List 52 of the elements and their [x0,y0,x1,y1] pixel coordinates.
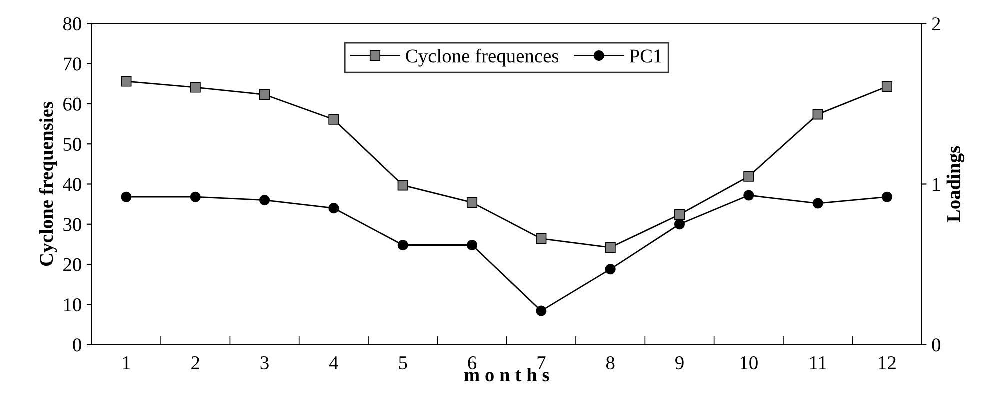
y2-tick-label: 1 [933,178,940,191]
point [121,192,132,202]
y2-axis-title: Loadings [946,146,965,222]
point [812,109,824,120]
x-tick-label: 7 [538,356,546,370]
point [190,82,201,93]
point [812,198,824,209]
x-tick-label: 3 [260,356,269,370]
point [605,264,616,275]
y-tick-label: 30 [64,218,82,232]
y-tick-label: 10 [64,298,82,312]
point [328,114,340,125]
x-tick-label: 8 [606,356,615,370]
legend-label: PC1 [630,50,662,63]
point [466,197,478,208]
y-tick-label: 40 [63,178,82,192]
y-tick-label: 70 [64,58,82,71]
y-tick-label: 20 [64,258,82,272]
legend-label: Cyclone frequences [406,48,559,67]
point [882,81,893,92]
x-tick-label: 1 [123,356,130,370]
x-tick-label: 2 [192,356,200,370]
point [260,89,270,100]
point [398,180,408,191]
point [605,242,616,253]
x-tick-label: 12 [879,356,896,370]
y2-tick-label: 2 [932,18,940,30]
y-axis-title: Cyclone frequensies [39,102,58,266]
point [466,240,478,251]
point [882,192,893,202]
point [674,209,686,220]
y-tick-label: 80 [63,18,82,31]
point [121,76,132,87]
x-tick-label: 9 [676,356,684,370]
y2-tick-label: 0 [932,338,941,352]
y-tick-label: 50 [64,138,82,152]
x-tick-label: 11 [810,356,826,370]
point [536,234,547,244]
point [398,240,408,251]
x-tick-label: 6 [468,356,477,370]
point [536,306,547,316]
x-tick-label: 5 [399,356,408,370]
point [190,192,201,202]
y-tick-label: 0 [73,338,82,352]
x-tick-label: 4 [329,356,338,370]
point [328,203,340,214]
x-tick-label: 10 [740,356,758,370]
point [674,219,686,230]
y-tick-label: 60 [64,98,82,111]
point [260,195,270,206]
point [744,190,754,201]
point [744,171,754,182]
